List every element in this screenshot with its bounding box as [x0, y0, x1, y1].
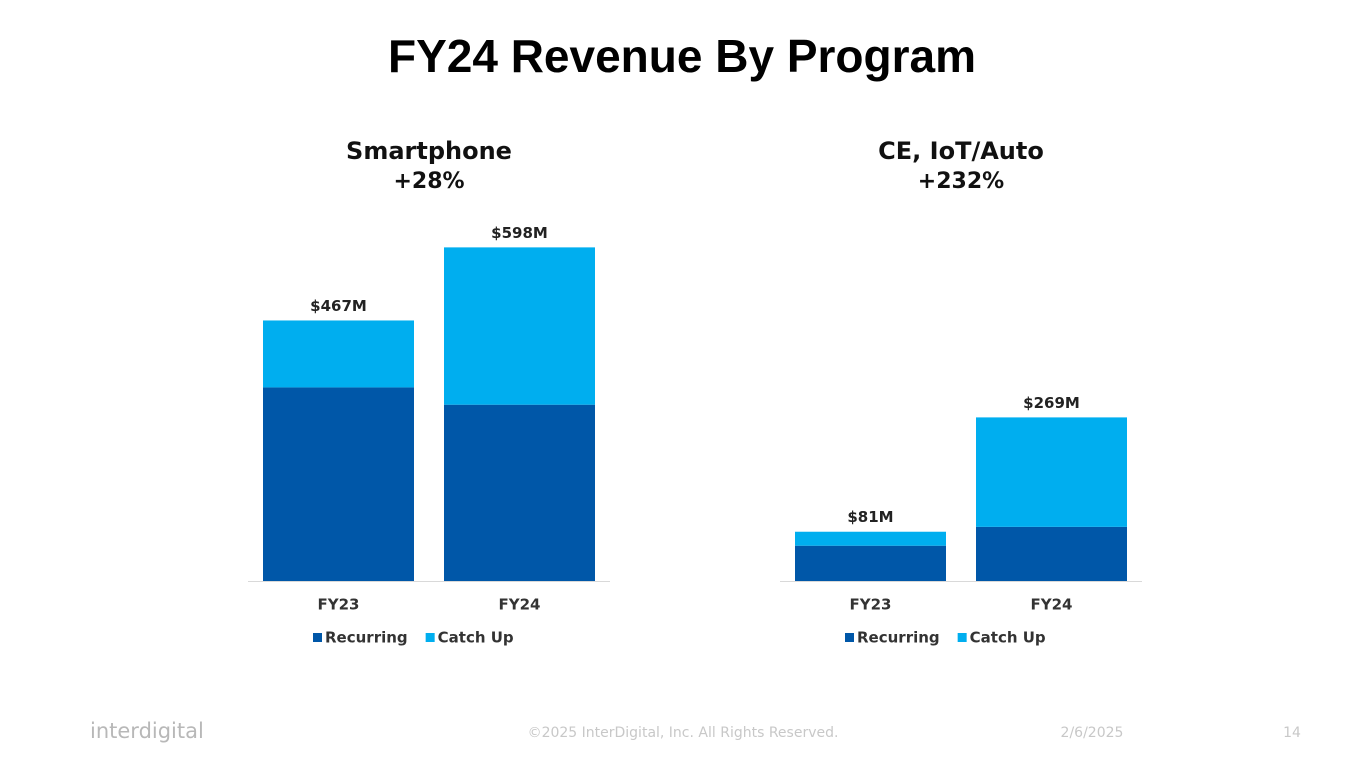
- chart-subtitle: +28%: [393, 169, 464, 194]
- slide-title: FY24 Revenue By Program: [388, 30, 976, 82]
- bar-segment: [444, 247, 595, 405]
- chart-title: CE, IoT/Auto: [878, 137, 1044, 165]
- page-number: 14: [1283, 725, 1301, 741]
- chart-subtitle: +232%: [918, 169, 1004, 194]
- total-label: $598M: [491, 224, 548, 242]
- legend-swatch: [425, 633, 435, 642]
- bar-segment: [976, 417, 1127, 527]
- legend-label: Catch Up: [970, 629, 1046, 647]
- x-tick-label: FY24: [1031, 596, 1073, 614]
- legend-label: Catch Up: [438, 629, 514, 647]
- bar-segment: [795, 531, 946, 546]
- legend-swatch: [845, 633, 854, 642]
- total-label: $467M: [310, 297, 367, 315]
- logo: interdigital: [90, 719, 204, 743]
- bar-segment: [795, 545, 946, 581]
- bar-segment: [263, 320, 414, 388]
- total-label: $81M: [847, 508, 893, 526]
- bar-segment: [976, 526, 1127, 581]
- bar-segment: [263, 387, 414, 581]
- bar-segment: [444, 404, 595, 581]
- total-label: $269M: [1023, 394, 1080, 412]
- legend-label: Recurring: [857, 629, 940, 647]
- chart-title: Smartphone: [346, 137, 512, 165]
- date: 2/6/2025: [1061, 725, 1124, 741]
- legend-swatch: [313, 633, 322, 642]
- legend-label: Recurring: [325, 629, 408, 647]
- x-tick-label: FY24: [499, 596, 541, 614]
- legend-swatch: [957, 633, 967, 642]
- copyright: ©2025 InterDigital, Inc. All Rights Rese…: [528, 725, 839, 741]
- x-tick-label: FY23: [318, 596, 360, 614]
- x-tick-label: FY23: [850, 596, 892, 614]
